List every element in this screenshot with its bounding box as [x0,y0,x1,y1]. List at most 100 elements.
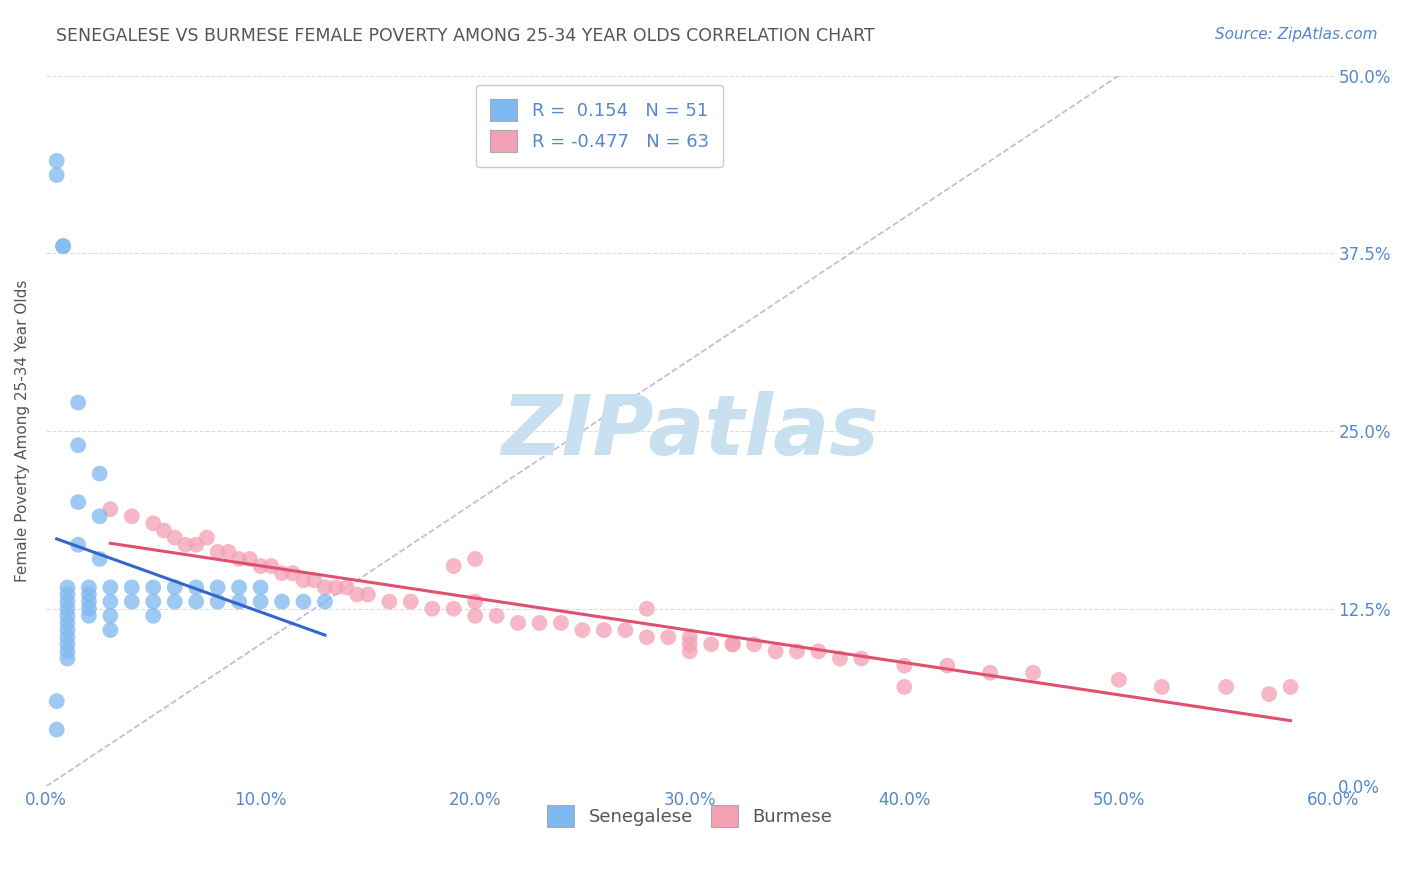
Point [679,644,702,658]
Point [56,615,79,630]
Point [142,516,165,531]
Point [302,574,325,588]
Point [721,637,744,651]
Point [700,637,723,651]
Point [239,552,262,566]
Point [851,651,873,665]
Point [292,574,315,588]
Point [325,581,347,595]
Point [378,594,401,608]
Point [443,601,465,615]
Text: ZIPatlas: ZIPatlas [501,391,879,472]
Point [893,680,915,694]
Point [98,594,121,608]
Point [260,559,283,574]
Point [67,538,90,552]
Point [657,630,679,644]
Point [420,601,443,615]
Point [1258,687,1281,701]
Point [45,153,67,168]
Point [314,594,336,608]
Point [153,524,176,538]
Point [614,623,637,637]
Point [636,601,658,615]
Point [217,545,239,559]
Point [142,594,165,608]
Point [271,594,294,608]
Point [228,594,250,608]
Point [249,581,271,595]
Point [679,630,702,644]
Point [1150,680,1173,694]
Point [77,594,100,608]
Point [979,665,1001,680]
Point [163,531,186,545]
Point [98,608,121,623]
Point [464,552,486,566]
Point [346,588,368,602]
Point [1279,680,1302,694]
Point [807,644,830,658]
Point [45,694,67,708]
Point [335,581,357,595]
Point [506,615,529,630]
Point [56,608,79,623]
Text: Source: ZipAtlas.com: Source: ZipAtlas.com [1215,27,1378,42]
Point [77,601,100,615]
Point [52,239,75,253]
Legend: Senegalese, Burmese: Senegalese, Burmese [540,797,839,834]
Point [56,601,79,615]
Point [399,594,422,608]
Point [121,581,143,595]
Point [249,559,271,574]
Point [77,588,100,602]
Point [550,615,572,630]
Point [121,509,143,524]
Point [142,581,165,595]
Point [195,531,218,545]
Point [207,594,229,608]
Point [271,566,294,581]
Point [292,594,315,608]
Point [828,651,851,665]
Point [721,637,744,651]
Point [571,623,593,637]
Point [207,581,229,595]
Point [67,438,90,452]
Point [936,658,959,673]
Point [98,623,121,637]
Point [89,467,111,481]
Point [77,581,100,595]
Point [281,566,304,581]
Point [52,239,75,253]
Point [98,502,121,516]
Point [174,538,197,552]
Point [89,509,111,524]
Point [249,594,271,608]
Point [679,637,702,651]
Y-axis label: Female Poverty Among 25-34 Year Olds: Female Poverty Among 25-34 Year Olds [15,280,30,582]
Point [56,637,79,651]
Point [45,723,67,737]
Point [186,538,208,552]
Point [56,623,79,637]
Point [228,552,250,566]
Point [1022,665,1045,680]
Point [67,395,90,409]
Point [56,630,79,644]
Point [1108,673,1130,687]
Point [786,644,808,658]
Point [593,623,616,637]
Point [464,608,486,623]
Point [56,594,79,608]
Point [163,594,186,608]
Point [56,581,79,595]
Point [56,651,79,665]
Point [56,644,79,658]
Point [314,581,336,595]
Point [163,581,186,595]
Point [186,581,208,595]
Point [893,658,915,673]
Point [443,559,465,574]
Point [207,545,229,559]
